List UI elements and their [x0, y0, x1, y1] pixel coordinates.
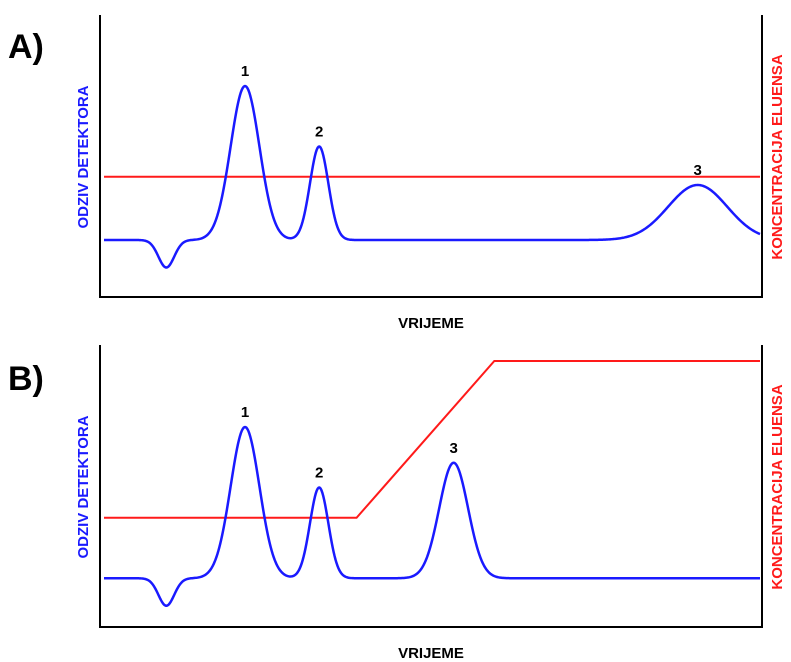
peak-label-1: 1: [241, 63, 249, 80]
peak-label-2: 2: [315, 465, 323, 482]
panel-b: B) ODZIV DETEKTORA KONCENTRACIJA ELUENSA…: [8, 345, 786, 662]
panel-a-x-axis-title: VRIJEME: [398, 315, 464, 332]
panel-a: A) ODZIV DETEKTORA KONCENTRACIJA ELUENSA…: [8, 15, 786, 332]
peak-label-2: 2: [315, 124, 323, 141]
peak-label-3: 3: [694, 162, 702, 179]
panel-a-right-axis-title: KONCENTRACIJA ELUENSA: [769, 54, 786, 259]
panel-b-axes-frame: [99, 345, 763, 628]
peak-label-1: 1: [241, 404, 249, 421]
panel-a-peak-labels: 1 2 3: [241, 63, 702, 179]
panel-b-left-axis-title: ODZIV DETEKTORA: [75, 415, 92, 558]
peak-label-3: 3: [449, 440, 457, 457]
panel-b-eluent-line: [104, 360, 760, 519]
panel-a-left-axis-title: ODZIV DETEKTORA: [75, 85, 92, 228]
panel-b-right-axis-title: KONCENTRACIJA ELUENSA: [769, 384, 786, 589]
panel-a-letter: A): [8, 28, 44, 66]
panel-a-axes-frame: [99, 15, 763, 298]
panel-b-peak-labels: 1 2 3: [241, 404, 458, 482]
panel-b-letter: B): [8, 360, 44, 398]
panel-b-detector-line: [104, 425, 760, 607]
panel-b-x-axis-title: VRIJEME: [398, 645, 464, 662]
panel-a-detector-line: [104, 84, 761, 269]
